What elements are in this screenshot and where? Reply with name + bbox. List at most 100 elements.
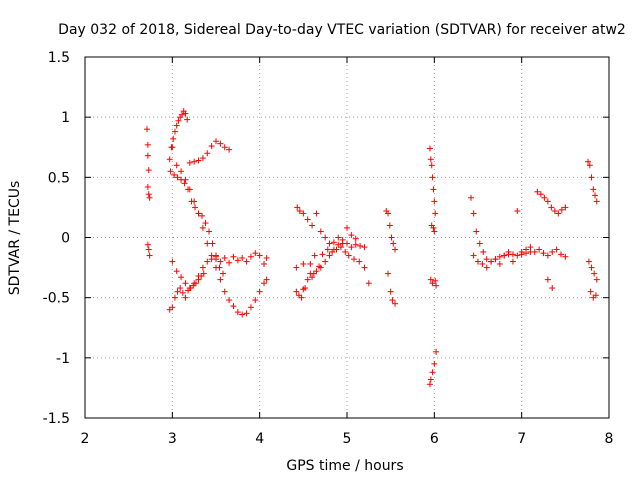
data-point xyxy=(496,253,503,260)
data-point xyxy=(213,256,219,263)
data-point xyxy=(330,239,337,246)
data-point xyxy=(333,246,340,253)
data-point xyxy=(588,264,595,271)
data-point xyxy=(432,210,439,217)
data-point xyxy=(475,258,481,265)
data-point xyxy=(195,157,202,164)
data-point xyxy=(361,264,368,271)
data-point xyxy=(585,158,592,165)
data-point xyxy=(209,240,216,247)
tick-marks xyxy=(84,56,610,419)
data-point xyxy=(470,210,477,217)
data-point xyxy=(337,244,344,251)
data-point xyxy=(544,198,551,205)
data-point xyxy=(548,204,555,211)
data-point xyxy=(551,208,558,215)
data-point xyxy=(146,252,153,259)
data-point xyxy=(483,256,490,263)
data-point xyxy=(230,253,237,260)
data-point xyxy=(339,236,346,243)
data-point xyxy=(523,246,530,253)
data-point xyxy=(342,248,349,255)
data-point xyxy=(199,264,206,271)
data-point xyxy=(476,240,483,247)
series-upper-7.2 xyxy=(534,188,569,217)
data-point xyxy=(531,248,538,255)
data-point xyxy=(239,311,246,318)
grid xyxy=(85,57,609,418)
data-point xyxy=(592,292,599,299)
data-point xyxy=(316,263,323,270)
data-point xyxy=(322,234,329,241)
data-point xyxy=(199,224,206,231)
data-point xyxy=(226,259,233,266)
data-point xyxy=(593,276,600,283)
x-tick-label: 8 xyxy=(605,431,614,447)
data-point xyxy=(319,251,326,258)
data-point xyxy=(329,248,336,255)
data-point xyxy=(586,162,593,169)
y-tick-label: -0.5 xyxy=(43,291,70,307)
data-point xyxy=(509,251,516,258)
data-point xyxy=(252,297,259,304)
data-point xyxy=(178,274,185,281)
y-tick-label: 0.5 xyxy=(48,170,70,186)
data-point xyxy=(389,297,396,304)
data-point xyxy=(177,285,184,292)
data-point xyxy=(252,250,259,257)
data-point xyxy=(263,254,270,261)
data-point xyxy=(470,252,477,259)
data-point xyxy=(430,224,437,231)
data-point xyxy=(352,235,359,242)
y-tick-label: -1.5 xyxy=(43,411,70,427)
data-point xyxy=(221,144,228,151)
data-point xyxy=(324,246,331,253)
data-point xyxy=(348,244,355,251)
series-cluster-5.5 xyxy=(383,208,399,307)
data-point xyxy=(335,234,342,241)
data-point xyxy=(191,280,198,287)
data-point xyxy=(182,176,189,183)
data-point xyxy=(186,186,193,193)
data-point xyxy=(144,241,151,248)
data-point xyxy=(169,304,176,311)
data-point xyxy=(387,288,394,295)
data-point xyxy=(304,216,311,223)
data-point xyxy=(509,258,516,265)
data-point xyxy=(309,274,316,281)
data-point xyxy=(300,260,307,267)
data-point xyxy=(167,168,174,175)
data-point xyxy=(326,252,333,259)
series-upper-bump xyxy=(186,138,233,166)
data-point xyxy=(261,280,268,287)
data-point xyxy=(204,240,211,247)
y-tick-labels: -1.5 -1 -0.5 0 0.5 1 1.5 xyxy=(43,50,70,427)
data-point xyxy=(145,191,152,198)
data-point xyxy=(191,158,198,165)
data-point xyxy=(174,174,181,181)
data-point xyxy=(317,228,324,235)
data-point xyxy=(179,289,186,296)
data-point xyxy=(145,167,152,174)
x-tick-label: 6 xyxy=(430,431,439,447)
data-point xyxy=(261,260,268,267)
data-point xyxy=(496,260,503,267)
data-point xyxy=(558,206,565,213)
data-point xyxy=(217,140,224,147)
x-axis-label: GPS time / hours xyxy=(286,458,403,474)
data-point xyxy=(357,242,364,249)
data-point xyxy=(181,180,188,187)
data-point xyxy=(208,143,215,150)
data-point xyxy=(171,294,178,301)
data-point xyxy=(300,210,307,217)
data-point xyxy=(170,135,177,142)
data-point xyxy=(537,191,544,198)
data-point xyxy=(243,310,250,317)
data-point xyxy=(350,256,357,263)
data-point xyxy=(426,381,433,388)
data-point xyxy=(345,252,352,259)
data-point xyxy=(247,253,254,260)
data-point xyxy=(433,348,440,355)
x-tick-label: 3 xyxy=(168,431,177,447)
